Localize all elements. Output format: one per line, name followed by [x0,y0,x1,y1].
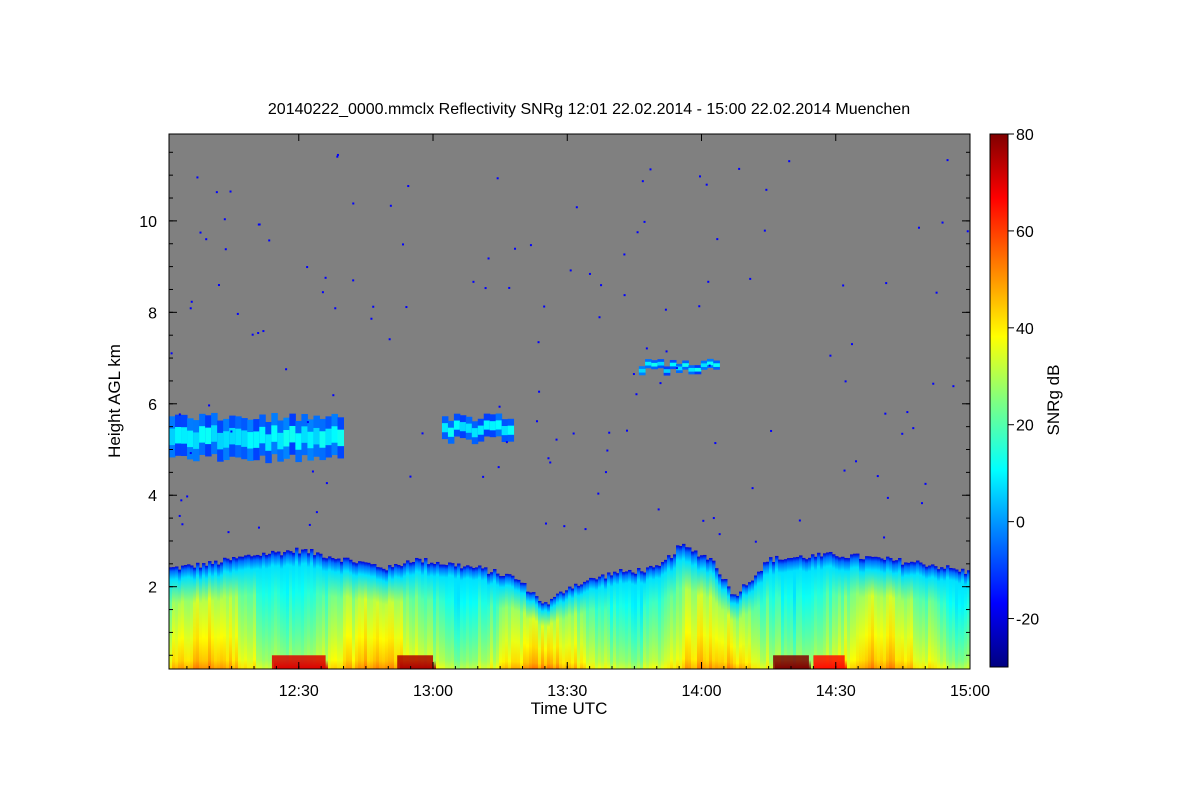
colorbar-label: SNRg dB [1044,365,1063,436]
colorbar-tick-label: -20 [1016,612,1039,629]
x-tick-label: 13:30 [547,683,587,700]
x-tick-label: 14:00 [681,683,721,700]
colorbar-tick-label: 80 [1016,127,1034,144]
plot-frame [168,133,971,670]
y-tick-label: 6 [148,397,157,414]
y-axis: 2 4 6 8 10 [139,151,970,656]
colorbar-ticks: 80 60 40 20 0 -20 [1008,127,1039,629]
x-tick-label: 15:00 [950,683,990,700]
x-axis-label: Time UTC [531,699,608,718]
x-tick-label: 14:30 [816,683,856,700]
x-tick-label: 13:00 [413,683,453,700]
reflectivity-field [169,153,971,669]
colorbar [989,133,1009,668]
x-axis: 12:30 13:00 13:30 14:00 14:30 15:00 [186,134,990,700]
y-tick-label: 4 [148,488,157,505]
y-tick-label: 10 [139,214,157,231]
x-tick-label: 12:30 [279,683,319,700]
colorbar-tick-label: 20 [1016,418,1034,435]
colorbar-tick-label: 40 [1016,321,1034,338]
colorbar-tick-label: 60 [1016,224,1034,241]
y-tick-label: 8 [148,305,157,322]
y-axis-label: Height AGL km [105,344,124,458]
colorbar-tick-label: 0 [1016,515,1025,532]
y-tick-label: 2 [148,580,157,597]
plot-area [168,133,971,670]
chart-title: 20140222_0000.mmclx Reflectivity SNRg 12… [268,101,910,118]
